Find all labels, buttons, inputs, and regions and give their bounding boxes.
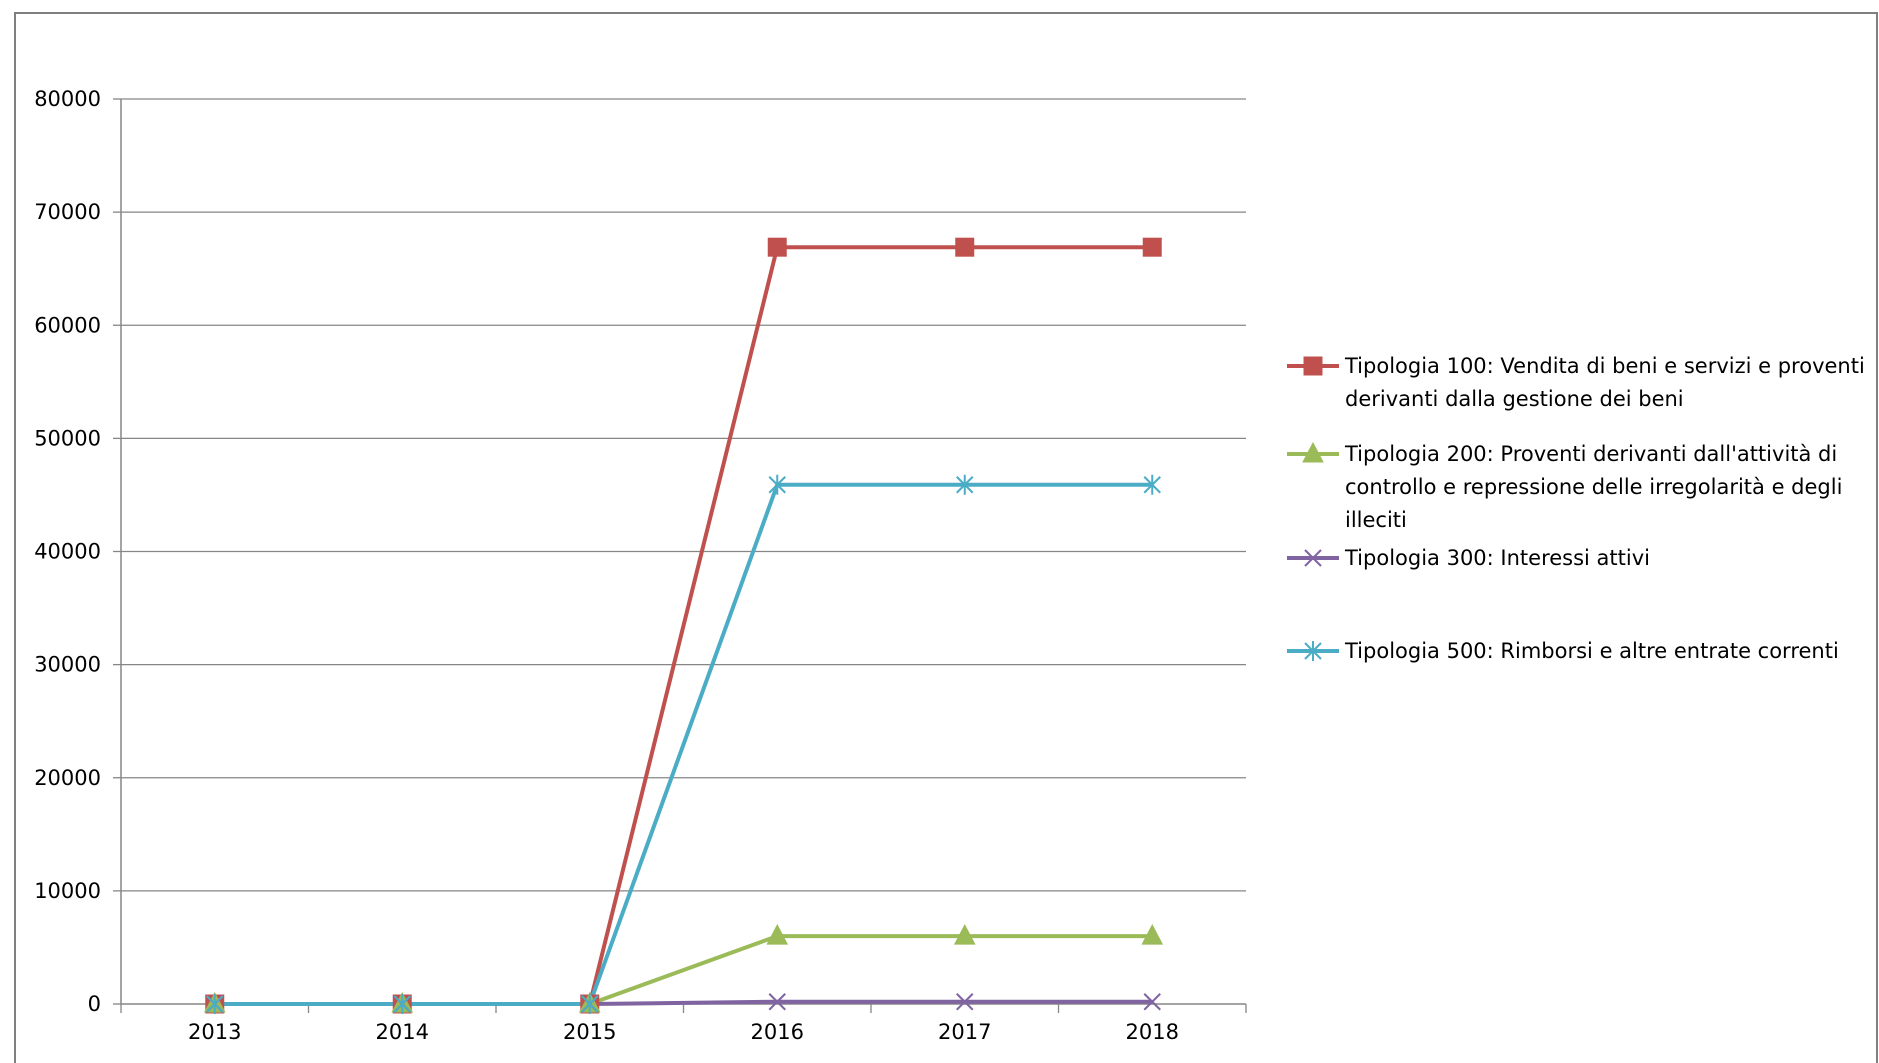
x-tick-label: 2015 — [563, 1020, 616, 1044]
y-tick-label: 60000 — [34, 313, 101, 337]
x-tick-label: 2017 — [938, 1020, 991, 1044]
legend-marker — [1302, 441, 1324, 463]
marker-shape — [955, 237, 975, 257]
legend-item: Tipologia 200: Proventi derivanti dall'a… — [1285, 438, 1875, 537]
x-tick-label: 2016 — [751, 1020, 804, 1044]
legend-label: Tipologia 100: Vendita di beni e servizi… — [1345, 354, 1865, 411]
gridlines — [121, 98, 1246, 892]
y-tick-label: 40000 — [34, 540, 101, 564]
data-point-series-3 — [956, 993, 974, 1011]
legend-marker — [1304, 641, 1322, 661]
marker-shape — [956, 993, 974, 1011]
data-point-series-4 — [1143, 474, 1161, 495]
marker-shape — [1141, 924, 1164, 945]
legend-swatch — [1287, 441, 1339, 463]
data-point-series-1 — [1142, 237, 1162, 257]
series-line-2 — [214, 934, 1153, 1006]
data-point-series-3 — [1143, 993, 1161, 1011]
legend: Tipologia 100: Vendita di beni e servizi… — [1285, 350, 1875, 668]
legend-marker — [1304, 549, 1322, 567]
marker-shape — [953, 924, 976, 945]
legend-swatch — [1287, 549, 1339, 567]
x-tick-label: 2013 — [188, 1020, 241, 1044]
legend-item: Tipologia 300: Interessi attivi — [1285, 542, 1875, 575]
legend-marker — [1303, 356, 1323, 376]
series-line-4 — [214, 482, 1153, 1006]
legend-label: Tipologia 500: Rimborsi e altre entrate … — [1345, 639, 1839, 663]
marker-shape — [1304, 549, 1322, 567]
x-tick-label: 2018 — [1126, 1020, 1179, 1044]
y-tick-label: 50000 — [34, 426, 101, 450]
legend-item: Tipologia 100: Vendita di beni e servizi… — [1285, 350, 1875, 416]
data-point-series-1 — [767, 237, 787, 257]
legend-label: Tipologia 200: Proventi derivanti dall'a… — [1345, 442, 1843, 532]
y-tick-label: 80000 — [34, 87, 101, 111]
marker-shape — [1142, 237, 1162, 257]
data-point-series-1 — [955, 237, 975, 257]
data-point-series-2 — [766, 924, 789, 945]
y-tick-label: 20000 — [34, 766, 101, 790]
data-point-series-2 — [953, 924, 976, 945]
y-tick-label: 10000 — [34, 879, 101, 903]
axes: 0 10000 20000 30000 40000 50000 60000 70000 8000… — [34, 87, 1247, 1044]
x-tick-label: 2014 — [376, 1020, 429, 1044]
data-point-series-4 — [956, 474, 974, 495]
legend-item: Tipologia 500: Rimborsi e altre entrate … — [1285, 635, 1875, 668]
data-point-series-4 — [768, 474, 786, 495]
marker-shape — [766, 924, 789, 945]
y-tick-label: 0 — [88, 992, 101, 1016]
legend-swatch — [1287, 641, 1339, 661]
data-point-series-2 — [1141, 924, 1164, 945]
marker-shape — [767, 237, 787, 257]
marker-shape — [1302, 441, 1324, 463]
data-point-series-4 — [393, 994, 411, 1014]
marker-shape — [768, 993, 786, 1011]
y-tick-label: 70000 — [34, 200, 101, 224]
marker-shape — [1303, 356, 1323, 376]
data-point-series-4 — [581, 994, 599, 1014]
series-lines — [203, 237, 1164, 1014]
legend-label: Tipologia 300: Interessi attivi — [1345, 546, 1650, 570]
data-point-series-3 — [768, 993, 786, 1011]
data-point-series-4 — [206, 994, 224, 1014]
y-tick-label: 30000 — [34, 653, 101, 677]
chart-frame — [14, 12, 1878, 1063]
marker-shape — [1143, 993, 1161, 1011]
legend-swatch — [1287, 356, 1339, 376]
